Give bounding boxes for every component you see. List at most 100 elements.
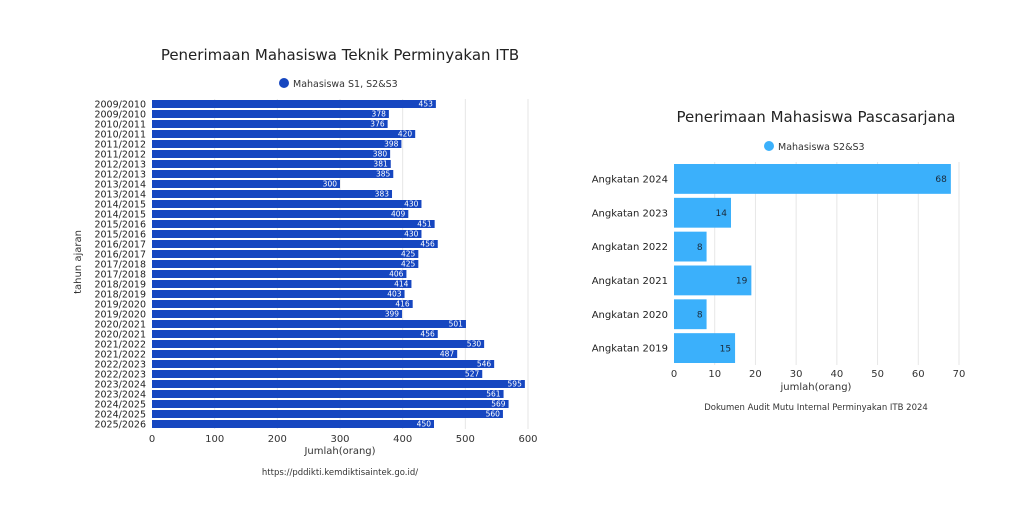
bar-value-label: 530 xyxy=(467,340,482,349)
category-label: 2018/2019 xyxy=(94,279,146,290)
bar xyxy=(674,231,707,262)
bar xyxy=(674,265,752,296)
right-chart-title: Penerimaan Mahasiswa Pascasarjana xyxy=(677,108,956,126)
bar-value-label: 68 xyxy=(935,175,947,185)
bar xyxy=(152,130,416,138)
bar-value-label: 8 xyxy=(697,310,703,320)
x-tick-label: 200 xyxy=(268,434,287,445)
category-label: 2019/2020 xyxy=(94,309,146,320)
x-tick-label: 100 xyxy=(205,434,224,445)
x-tick-label: 600 xyxy=(518,434,537,445)
left-legend-marker xyxy=(279,78,289,88)
bar xyxy=(152,330,438,338)
x-tick-label: 30 xyxy=(790,369,803,380)
right-gridlines xyxy=(714,162,960,365)
bar-value-label: 487 xyxy=(440,350,455,359)
bar xyxy=(674,299,707,330)
bar xyxy=(674,164,951,194)
category-label: 2016/2017 xyxy=(94,249,146,260)
bar-value-label: 456 xyxy=(420,240,435,249)
bar xyxy=(152,420,434,428)
category-label: Angkatan 2022 xyxy=(592,242,668,253)
category-label: 2020/2021 xyxy=(94,319,146,330)
bar-value-label: 398 xyxy=(384,140,399,149)
bar xyxy=(152,310,403,318)
bar-value-label: 409 xyxy=(391,210,406,219)
right-category-labels: Angkatan 2024 Angkatan 2023 Angkatan 2022 A… xyxy=(592,175,668,355)
bar-value-label: 399 xyxy=(385,310,400,319)
category-label: 2018/2019 xyxy=(94,289,146,300)
category-label: Angkatan 2023 xyxy=(592,208,668,219)
bar-value-label: 14 xyxy=(716,209,728,219)
category-label: Angkatan 2021 xyxy=(592,276,668,287)
x-tick-label: 500 xyxy=(456,434,475,445)
category-label: 2013/2014 xyxy=(94,189,146,200)
category-label: 2025/2026 xyxy=(94,419,146,430)
bar-value-label: 527 xyxy=(465,370,480,379)
bar-value-label: 425 xyxy=(401,260,416,269)
bar-value-label: 414 xyxy=(394,280,409,289)
bar-value-label: 380 xyxy=(373,150,388,159)
bar xyxy=(152,320,466,328)
left-x-axis-label: Jumlah(orang) xyxy=(303,446,375,457)
right-x-axis-label: jumlah(orang) xyxy=(780,382,852,393)
right-legend-marker xyxy=(764,141,774,151)
left-y-axis-label: tahun ajaran xyxy=(73,230,84,294)
bar xyxy=(152,280,412,288)
bar xyxy=(152,250,419,258)
bar xyxy=(674,333,736,363)
bar-value-label: 569 xyxy=(491,400,506,409)
bar xyxy=(152,370,483,378)
category-label: 2024/2025 xyxy=(94,409,146,420)
bar-value-label: 19 xyxy=(736,277,748,287)
category-label: 2017/2018 xyxy=(94,259,146,270)
right-x-ticks: 0 10 20 30 40 50 60 70 xyxy=(671,369,966,380)
right-legend-label: Mahasiswa S2&S3 xyxy=(778,142,865,153)
x-tick-label: 0 xyxy=(671,369,677,380)
bar-value-label: 8 xyxy=(697,243,703,253)
category-label: 2009/2010 xyxy=(94,99,146,110)
left-x-ticks: 0 100 200 300 400 500 600 xyxy=(149,434,538,445)
bar xyxy=(152,410,503,418)
category-label: Angkatan 2024 xyxy=(592,175,668,186)
x-tick-label: 60 xyxy=(912,369,925,380)
bar-value-label: 416 xyxy=(395,300,410,309)
bar xyxy=(152,150,391,158)
category-label: 2011/2012 xyxy=(94,139,146,150)
bar xyxy=(152,390,504,398)
bar xyxy=(152,190,393,198)
bar-value-label: 300 xyxy=(323,180,338,189)
category-label: 2023/2024 xyxy=(94,379,146,390)
category-label: 2017/2018 xyxy=(94,269,146,280)
category-label: 2009/2010 xyxy=(94,109,146,120)
category-label: 2010/2011 xyxy=(94,119,146,130)
category-label: Angkatan 2019 xyxy=(592,344,668,355)
left-chart-title: Penerimaan Mahasiswa Teknik Perminyakan … xyxy=(161,46,519,64)
x-tick-label: 300 xyxy=(330,434,349,445)
bar xyxy=(152,140,402,148)
bar-value-label: 453 xyxy=(419,100,434,109)
bar xyxy=(152,360,495,368)
bar-value-label: 385 xyxy=(376,170,391,179)
left-category-labels: 2009/20102009/20102010/20112010/20112011… xyxy=(94,99,146,430)
category-label: 2022/2023 xyxy=(94,369,146,380)
bar-value-label: 451 xyxy=(417,220,432,229)
bar-value-label: 560 xyxy=(486,410,501,419)
bar xyxy=(674,197,731,228)
bar xyxy=(152,290,405,298)
bar xyxy=(152,120,388,128)
bar xyxy=(152,210,409,218)
category-label: 2015/2016 xyxy=(94,229,146,240)
bar xyxy=(152,300,413,308)
bar-value-label: 376 xyxy=(370,120,385,129)
category-label: 2014/2015 xyxy=(94,209,146,220)
category-label: 2019/2020 xyxy=(94,299,146,310)
category-label: 2015/2016 xyxy=(94,219,146,230)
category-label: 2022/2023 xyxy=(94,359,146,370)
bar xyxy=(152,230,422,238)
bar xyxy=(152,270,407,278)
right-chart: Penerimaan Mahasiswa Pascasarjana Mahasi… xyxy=(592,108,966,413)
category-label: 2016/2017 xyxy=(94,239,146,250)
bar xyxy=(152,220,435,228)
